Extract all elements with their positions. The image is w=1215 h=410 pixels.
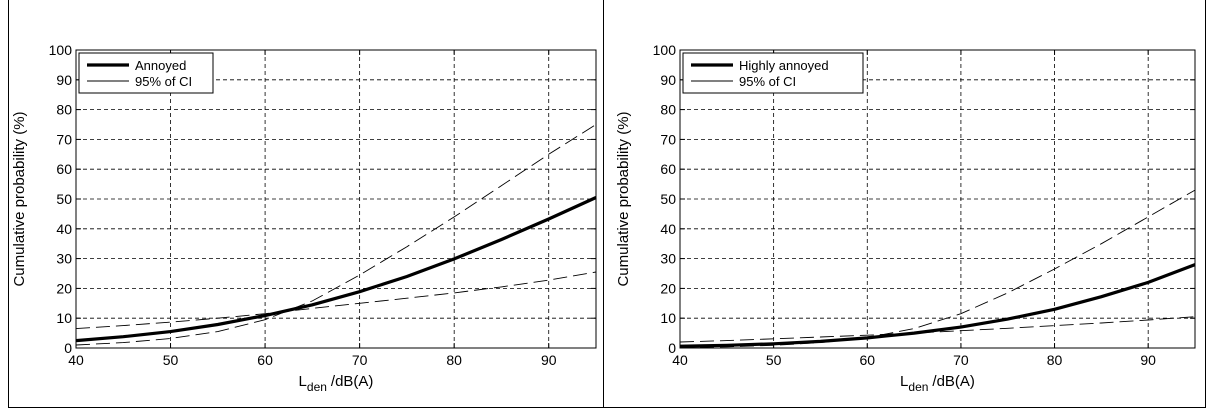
left-xlabel-subscript: den — [307, 380, 327, 394]
left-ytick-label-10: 10 — [56, 310, 72, 326]
right-ytick-label-0: 0 — [668, 340, 676, 356]
panel-divider — [603, 0, 604, 408]
right-ytick-label-60: 60 — [660, 161, 676, 177]
left-xtick-label-50: 50 — [163, 352, 179, 368]
left-ytick-label-90: 90 — [56, 72, 72, 88]
right-ytick-label-10: 10 — [660, 310, 676, 326]
left-axes-box — [75, 49, 597, 349]
left-legend-box — [78, 52, 214, 94]
left-xtick-label-90: 90 — [541, 352, 557, 368]
right-xtick-label-80: 80 — [1047, 352, 1063, 368]
left-legend-label-1: 95% of CI — [135, 74, 192, 89]
right-ytick-label-30: 30 — [660, 251, 676, 267]
right-legend-label-1: 95% of CI — [739, 74, 796, 89]
left-ytick-label-40: 40 — [56, 221, 72, 237]
right-xlabel-unit: /dB(A) — [932, 373, 975, 390]
left-series-ci-lower — [75, 271, 597, 330]
right-series-main — [679, 263, 1196, 348]
right-ytick-label-90: 90 — [660, 72, 676, 88]
left-ytick-label-60: 60 — [56, 161, 72, 177]
right-ytick-label-40: 40 — [660, 221, 676, 237]
right-xlabel-main: L — [900, 373, 908, 390]
right-series-ci-upper — [679, 189, 1196, 348]
left-xlabel: Lden/dB(A) — [299, 373, 374, 394]
left-xtick-label-60: 60 — [257, 352, 273, 368]
left-series-ci-upper — [75, 124, 597, 346]
left-ytick-label-30: 30 — [56, 251, 72, 267]
right-xtick-label-90: 90 — [1140, 352, 1156, 368]
figure-frame — [8, 0, 1206, 408]
right-xlabel: Lden/dB(A) — [900, 373, 975, 394]
left-ytick-label-80: 80 — [56, 102, 72, 118]
right-ytick-label-50: 50 — [660, 191, 676, 207]
right-series-ci-lower — [679, 316, 1196, 343]
right-xtick-label-70: 70 — [953, 352, 969, 368]
left-ytick-label-0: 0 — [64, 340, 72, 356]
left-xlabel-unit: /dB(A) — [331, 373, 374, 390]
right-ytick-label-70: 70 — [660, 131, 676, 147]
left-ytick-label-100: 100 — [49, 42, 73, 58]
left-xtick-label-40: 40 — [68, 352, 84, 368]
right-ytick-label-100: 100 — [653, 42, 677, 58]
right-xlabel-subscript: den — [908, 380, 928, 394]
left-ytick-label-70: 70 — [56, 131, 72, 147]
left-xtick-label-80: 80 — [446, 352, 462, 368]
left-ytick-label-20: 20 — [56, 280, 72, 296]
right-axes-box — [679, 49, 1196, 349]
left-ytick-label-50: 50 — [56, 191, 72, 207]
right-legend-label-0: Highly annoyed — [739, 58, 829, 73]
left-ylabel: Cumulative probability (%) — [11, 111, 28, 286]
right-legend-box — [682, 52, 864, 94]
left-xtick-label-70: 70 — [352, 352, 368, 368]
right-xtick-label-40: 40 — [672, 352, 688, 368]
right-xtick-label-50: 50 — [766, 352, 782, 368]
right-ylabel: Cumulative probability (%) — [615, 111, 632, 286]
left-series-main — [75, 196, 597, 343]
right-ytick-label-20: 20 — [660, 280, 676, 296]
left-legend-label-0: Annoyed — [135, 58, 186, 73]
right-xtick-label-60: 60 — [859, 352, 875, 368]
left-xlabel-main: L — [299, 373, 307, 390]
right-ytick-label-80: 80 — [660, 102, 676, 118]
